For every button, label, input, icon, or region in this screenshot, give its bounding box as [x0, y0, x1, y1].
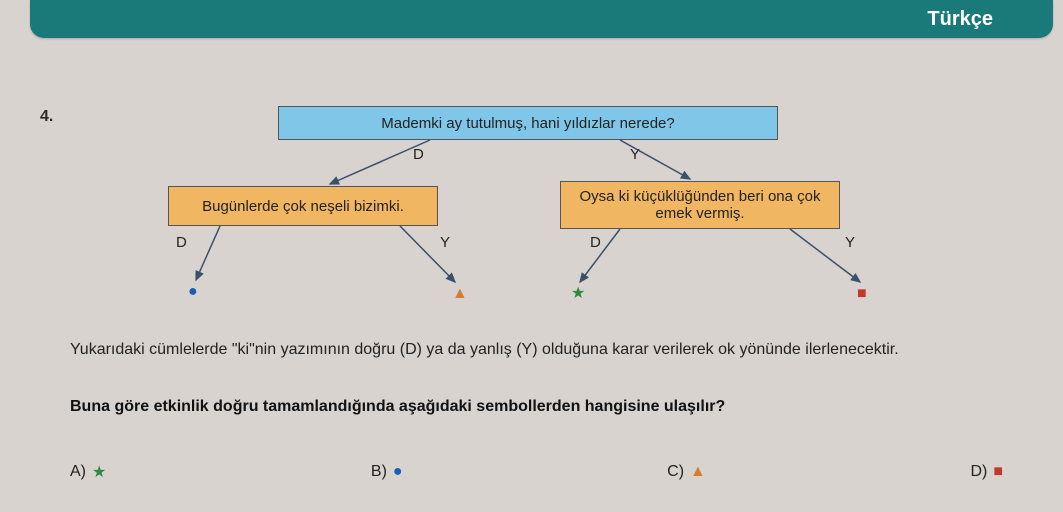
root-box: Mademki ay tutulmuş, hani yıldızlar nere…	[278, 106, 778, 140]
root-right-edge-label: Y	[630, 146, 640, 163]
leaf-symbol-square: ■	[857, 286, 867, 302]
subject-header: Türkçe	[30, 0, 1053, 38]
subject-label: Türkçe	[927, 8, 993, 31]
right-child-box: Oysa ki küçüklüğünden beri ona çok emek …	[560, 181, 840, 229]
leaf-symbol-circle: ●	[188, 284, 198, 300]
option-c[interactable]: C) ▲	[667, 462, 706, 482]
leaf-symbol-star: ★	[571, 286, 585, 302]
leaf-rl-edge-label: D	[590, 234, 601, 251]
leaf-ll-edge-label: D	[176, 234, 187, 251]
leaf-symbol-triangle: ▲	[452, 286, 468, 302]
decision-tree-diagram: Mademki ay tutulmuş, hani yıldızlar nere…	[0, 106, 1063, 326]
leaf-lr-edge-label: Y	[440, 234, 450, 251]
option-d[interactable]: D) ■	[970, 462, 1003, 482]
option-c-label: C)	[667, 463, 684, 481]
square-icon: ■	[993, 463, 1003, 481]
star-icon: ★	[92, 462, 106, 482]
left-child-box: Bugünlerde çok neşeli bizimki.	[168, 186, 438, 226]
explanation-text: Yukarıdaki cümlelerde "ki"nin yazımının …	[70, 338, 1013, 363]
answer-options: A) ★ B) ● C) ▲ D) ■	[70, 462, 1033, 482]
option-a-label: A)	[70, 463, 86, 481]
option-a[interactable]: A) ★	[70, 462, 106, 482]
option-b[interactable]: B) ●	[371, 462, 403, 482]
option-b-label: B)	[371, 463, 387, 481]
question-text: Buna göre etkinlik doğru tamamlandığında…	[70, 398, 1013, 416]
leaf-rr-edge-label: Y	[845, 234, 855, 251]
triangle-icon: ▲	[690, 463, 706, 481]
circle-icon: ●	[393, 463, 403, 481]
root-left-edge-label: D	[413, 146, 424, 163]
option-d-label: D)	[970, 463, 987, 481]
